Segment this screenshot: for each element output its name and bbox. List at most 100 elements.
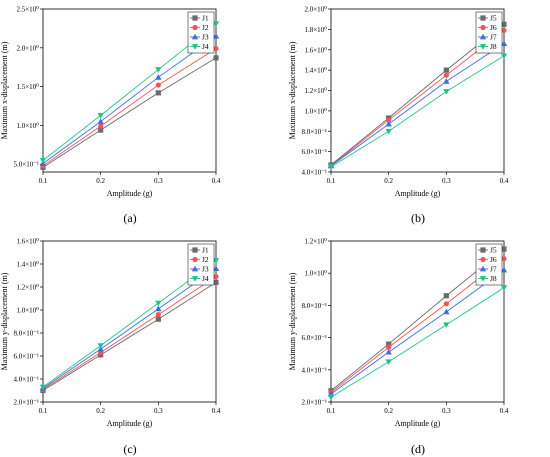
y-tick-label: 8.0×10⁻¹ (302, 302, 328, 310)
series-line-j1 (42, 57, 217, 168)
x-tick-label: 0.1 (327, 407, 336, 415)
y-tick-label: 6.0×10⁻¹ (302, 334, 328, 342)
data-point-j4 (212, 258, 220, 264)
data-point-j2 (213, 45, 219, 52)
legend-label: J7 (490, 33, 497, 42)
series-line-j7 (330, 269, 505, 395)
series-line-j3 (42, 268, 217, 389)
data-point-j6 (443, 72, 449, 78)
chart-panel-c: 0.1 0.2 0.3 0.4 2.0×10⁻¹ 4.0×10⁻¹ 6.0×10⁻¹ 8.0×… (0, 238, 221, 429)
data-point-j5 (443, 293, 449, 299)
y-tick-label: 1.0×10⁰ (304, 270, 327, 278)
legend-marker (192, 247, 198, 253)
x-axis-label: Amplitude (g) (107, 189, 153, 198)
data-point-j8 (385, 128, 392, 135)
legend-label: J6 (490, 23, 497, 32)
y-tick-label: 2.5×10⁰ (16, 6, 39, 14)
data-point-j3 (155, 74, 162, 80)
legend-label: J6 (490, 255, 497, 264)
panel-label-d: (d) (411, 442, 425, 456)
legend-label: J4 (202, 42, 209, 51)
series-line-j6 (330, 258, 505, 393)
y-tick-label: 6.0×10⁻¹ (14, 353, 40, 361)
series-line-j2 (42, 48, 217, 167)
y-axis-label: Maximum y-displacement (m) (288, 272, 297, 370)
legend-marker (480, 24, 486, 31)
legend-label: J7 (490, 265, 497, 274)
x-tick-label: 0.3 (442, 407, 451, 415)
y-tick-label: 2.0×10⁻¹ (302, 399, 328, 407)
y-tick-label: 2.0×10⁻¹ (14, 399, 40, 407)
data-point-j7 (385, 120, 392, 127)
series-line-j1 (42, 282, 217, 391)
y-tick-label: 6.0×10⁻¹ (302, 148, 328, 156)
data-point-j3 (212, 265, 220, 271)
series-line-j5 (330, 248, 505, 392)
chart-panel-a: 0.1 0.2 0.3 0.4 5.0×10⁻¹ 1.0×10⁰ 1.5×10⁰ 2.0×10… (0, 6, 221, 199)
data-point-j6 (443, 301, 449, 307)
x-tick-label: 0.2 (384, 407, 393, 415)
data-point-j6 (386, 117, 392, 123)
y-axis-label: Maximum x-displacement (m) (0, 41, 9, 139)
y-tick-label: 1.2×10⁰ (304, 87, 327, 95)
y-tick-label: 1.8×10⁰ (304, 26, 327, 34)
panel-label-a: (a) (123, 211, 136, 225)
y-tick-label: 8.0×10⁻¹ (14, 330, 40, 338)
y-tick-label: 4.0×10⁻¹ (302, 169, 328, 177)
data-point-j8 (385, 359, 392, 365)
y-tick-label: 4.0×10⁻¹ (302, 366, 328, 374)
data-point-j1 (98, 127, 104, 133)
legend-marker (192, 15, 198, 21)
legend-marker (480, 15, 486, 21)
legend-marker (479, 33, 487, 40)
plot-frame (42, 8, 217, 173)
y-tick-label: 2.0×10⁰ (16, 44, 39, 52)
data-point-j4 (155, 67, 162, 73)
x-axis-label: Amplitude (g) (107, 419, 153, 428)
legend-marker (480, 247, 486, 253)
data-point-j8 (443, 322, 450, 328)
y-axis-label: Maximum x-displacement (m) (288, 41, 297, 139)
data-point-j6 (501, 256, 507, 262)
x-tick-label: 0.3 (154, 407, 163, 415)
y-tick-label: 2.0×10⁰ (304, 6, 327, 14)
legend-marker (479, 265, 487, 272)
legend-box (187, 243, 215, 286)
legend-label: J4 (202, 274, 209, 283)
data-point-j5 (501, 21, 507, 27)
data-point-j1 (155, 90, 161, 96)
series-line-j4 (42, 23, 217, 161)
data-point-j6 (386, 344, 392, 350)
legend-marker (479, 44, 487, 50)
data-point-j1 (213, 55, 219, 61)
data-point-j5 (443, 67, 449, 73)
data-point-j8 (500, 285, 508, 291)
panel-label-b: (b) (411, 211, 425, 225)
x-tick-label: 0.2 (96, 407, 105, 415)
x-tick-label: 0.3 (154, 177, 163, 185)
data-point-j2 (213, 274, 219, 280)
x-tick-label: 0.4 (212, 177, 221, 185)
x-tick-label: 0.1 (39, 407, 48, 415)
data-point-j7 (443, 308, 450, 315)
x-tick-label: 0.1 (39, 177, 48, 185)
legend-label: J1 (202, 14, 209, 23)
data-point-j6 (501, 27, 507, 33)
legend-marker (191, 44, 199, 50)
data-point-j2 (155, 82, 161, 88)
series-line-j6 (330, 30, 505, 167)
legend-label: J3 (202, 265, 209, 274)
x-axis-label: Amplitude (g) (395, 419, 441, 428)
data-point-j8 (500, 53, 508, 60)
y-tick-label: 1.4×10⁰ (16, 261, 39, 269)
chart-panel-b: 0.1 0.2 0.3 0.4 4.0×10⁻¹ 6.0×10⁻¹ 8.0×10⁻¹ 1.0×… (288, 6, 509, 199)
legend-label: J8 (490, 274, 497, 283)
chart-panel-d: 0.1 0.2 0.3 0.4 2.0×10⁻¹ 4.0×10⁻¹ 6.0×10⁻¹ 8.0×… (288, 238, 509, 429)
data-point-j2 (155, 312, 161, 318)
y-tick-label: 4.0×10⁻¹ (14, 376, 40, 384)
